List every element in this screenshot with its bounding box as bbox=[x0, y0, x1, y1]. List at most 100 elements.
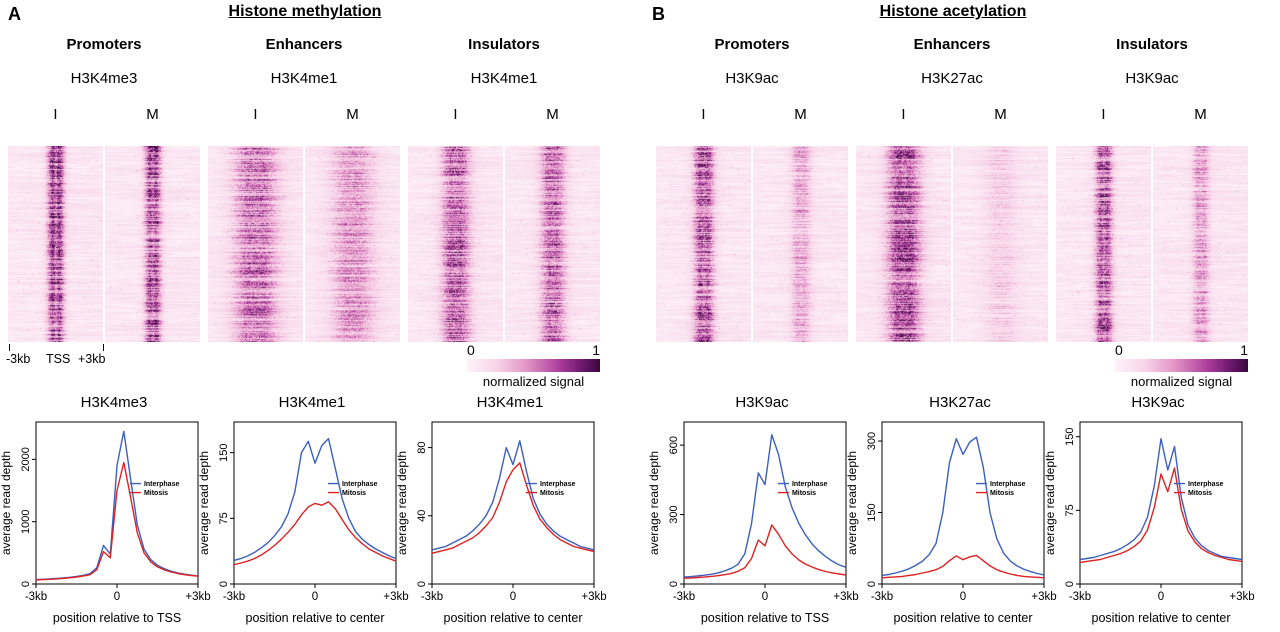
axis-tick bbox=[103, 344, 104, 351]
svg-text:0: 0 bbox=[762, 591, 768, 603]
profile-chart: 0 75 150 -3kb 0 +3kb position relative to cent… bbox=[1043, 414, 1256, 626]
svg-text:position relative to TSS: position relative to TSS bbox=[53, 611, 181, 625]
panel-a-label: A bbox=[8, 4, 21, 24]
heatmap-pair bbox=[408, 146, 600, 342]
svg-text:-3kb: -3kb bbox=[1069, 591, 1091, 603]
heatmap-mitosis bbox=[953, 146, 1048, 342]
axis-label-left: -3kb bbox=[6, 352, 31, 366]
svg-text:+3kb: +3kb bbox=[1229, 591, 1254, 603]
svg-text:Mitosis: Mitosis bbox=[144, 490, 168, 497]
profile-a-enhancers: H3K4me1 0 75 150 -3kb 0 +3kb position relative… bbox=[197, 394, 410, 626]
histone-mark-label: H3K4me3 bbox=[70, 70, 138, 87]
svg-text:position relative to center: position relative to center bbox=[444, 611, 583, 625]
profile-title: H3K4me1 bbox=[278, 394, 346, 411]
svg-text:300: 300 bbox=[866, 432, 878, 450]
axis-label-right: +3kb bbox=[78, 352, 106, 366]
svg-text:Mitosis: Mitosis bbox=[342, 490, 366, 497]
svg-text:Interphase: Interphase bbox=[144, 481, 180, 488]
svg-text:Mitosis: Mitosis bbox=[990, 490, 1014, 497]
svg-text:Mitosis: Mitosis bbox=[792, 490, 816, 497]
colorbar-gradient bbox=[1115, 359, 1248, 372]
profile-title: H3K4me3 bbox=[80, 394, 148, 411]
svg-text:600: 600 bbox=[668, 436, 680, 454]
svg-text:+3kb: +3kb bbox=[581, 591, 606, 603]
heatmap-mitosis bbox=[505, 146, 600, 342]
profile-b-insulators: H3K9ac 0 75 150 -3kb 0 +3kb position relative … bbox=[1043, 394, 1256, 626]
colorbar-min: 0 bbox=[467, 342, 475, 358]
colorbar-a: 0 1 normalized signal bbox=[467, 342, 600, 394]
mitosis-label: M bbox=[146, 106, 159, 123]
condition-labels: I M bbox=[208, 106, 400, 123]
profile-b-enhancers: H3K27ac 0 150 300 -3kb 0 +3kb position relativ… bbox=[845, 394, 1058, 626]
profile-plot-svg: 0 1000 2000 -3kb 0 +3kb position relative to T… bbox=[0, 421, 211, 625]
heatmap-pair bbox=[856, 146, 1048, 342]
svg-text:150: 150 bbox=[1064, 428, 1076, 446]
histone-mark-label: H3K9ac bbox=[725, 70, 779, 87]
svg-text:-3kb: -3kb bbox=[223, 591, 245, 603]
svg-text:Interphase: Interphase bbox=[342, 481, 378, 488]
heatmap-interphase bbox=[408, 146, 503, 342]
svg-text:position relative to center: position relative to center bbox=[1092, 611, 1231, 625]
profile-title: H3K9ac bbox=[735, 394, 789, 411]
profile-chart: 0 300 600 -3kb 0 +3kb position relative to TSS… bbox=[647, 414, 860, 626]
svg-text:75: 75 bbox=[218, 512, 230, 524]
profile-chart: 0 75 150 -3kb 0 +3kb position relative to cent… bbox=[197, 414, 410, 626]
heatmap-interphase bbox=[208, 146, 303, 342]
svg-text:-3kb: -3kb bbox=[871, 591, 893, 603]
svg-text:Interphase: Interphase bbox=[1188, 481, 1224, 488]
svg-text:0: 0 bbox=[510, 591, 516, 603]
svg-text:-3kb: -3kb bbox=[673, 591, 695, 603]
svg-text:-3kb: -3kb bbox=[25, 591, 47, 603]
interphase-label: I bbox=[53, 106, 58, 123]
profile-plot-svg: 0 300 600 -3kb 0 +3kb position relative to TSS… bbox=[647, 421, 859, 625]
svg-text:0: 0 bbox=[20, 581, 32, 587]
mitosis-label: M bbox=[546, 106, 559, 123]
colorbar-max: 1 bbox=[592, 342, 600, 358]
svg-text:position relative to center: position relative to center bbox=[246, 611, 385, 625]
svg-text:0: 0 bbox=[866, 581, 878, 587]
svg-text:0: 0 bbox=[416, 581, 428, 587]
svg-text:0: 0 bbox=[960, 591, 966, 603]
heatmap-interphase bbox=[656, 146, 751, 342]
colorbar-min: 0 bbox=[1115, 342, 1123, 358]
heatmap-mitosis bbox=[305, 146, 400, 342]
svg-text:0: 0 bbox=[668, 581, 680, 587]
axis-tick bbox=[9, 344, 10, 351]
condition-labels: I M bbox=[8, 106, 200, 123]
heatmap-interphase bbox=[1056, 146, 1151, 342]
panel-b-title: Histone acetylation bbox=[879, 3, 1027, 20]
profile-plot-svg: 0 40 80 -3kb 0 +3kb position relative to cente… bbox=[395, 421, 607, 625]
svg-text:0: 0 bbox=[1064, 581, 1076, 587]
condition-labels: I M bbox=[1056, 106, 1248, 123]
svg-text:+3kb: +3kb bbox=[383, 591, 408, 603]
histone-mark-label: H3K9ac bbox=[1125, 70, 1179, 87]
svg-text:Interphase: Interphase bbox=[540, 481, 576, 488]
heatmap-x-axis: -3kb TSS +3kb bbox=[6, 344, 200, 370]
histone-mark-label: H3K4me1 bbox=[270, 70, 338, 87]
svg-text:average read depth: average read depth bbox=[0, 451, 13, 555]
heatmap-pair bbox=[1056, 146, 1248, 342]
heatmap-interphase bbox=[8, 146, 103, 342]
svg-text:average read depth: average read depth bbox=[198, 451, 211, 555]
panel-b-label: B bbox=[652, 4, 665, 24]
svg-text:position relative to center: position relative to center bbox=[894, 611, 1033, 625]
heatmap-mitosis bbox=[753, 146, 848, 342]
histone-mark-label: H3K27ac bbox=[921, 70, 983, 87]
heatmap-pair bbox=[656, 146, 848, 342]
svg-text:average read depth: average read depth bbox=[1044, 451, 1057, 555]
condition-labels: I M bbox=[408, 106, 600, 123]
svg-text:+3kb: +3kb bbox=[1031, 591, 1056, 603]
profile-a-insulators: H3K4me1 0 40 80 -3kb 0 +3kb position relative … bbox=[395, 394, 608, 626]
panel-a-title: Histone methylation bbox=[228, 3, 382, 20]
column-header: Enhancers bbox=[913, 36, 991, 53]
profile-b-promoters: H3K9ac 0 300 600 -3kb 0 +3kb position relative… bbox=[647, 394, 860, 626]
mitosis-label: M bbox=[1194, 106, 1207, 123]
profile-title: H3K27ac bbox=[929, 394, 991, 411]
svg-text:75: 75 bbox=[1064, 504, 1076, 516]
svg-text:0: 0 bbox=[312, 591, 318, 603]
svg-text:Interphase: Interphase bbox=[792, 481, 828, 488]
condition-labels: I M bbox=[656, 106, 848, 123]
svg-text:150: 150 bbox=[866, 503, 878, 521]
svg-text:average read depth: average read depth bbox=[648, 451, 661, 555]
